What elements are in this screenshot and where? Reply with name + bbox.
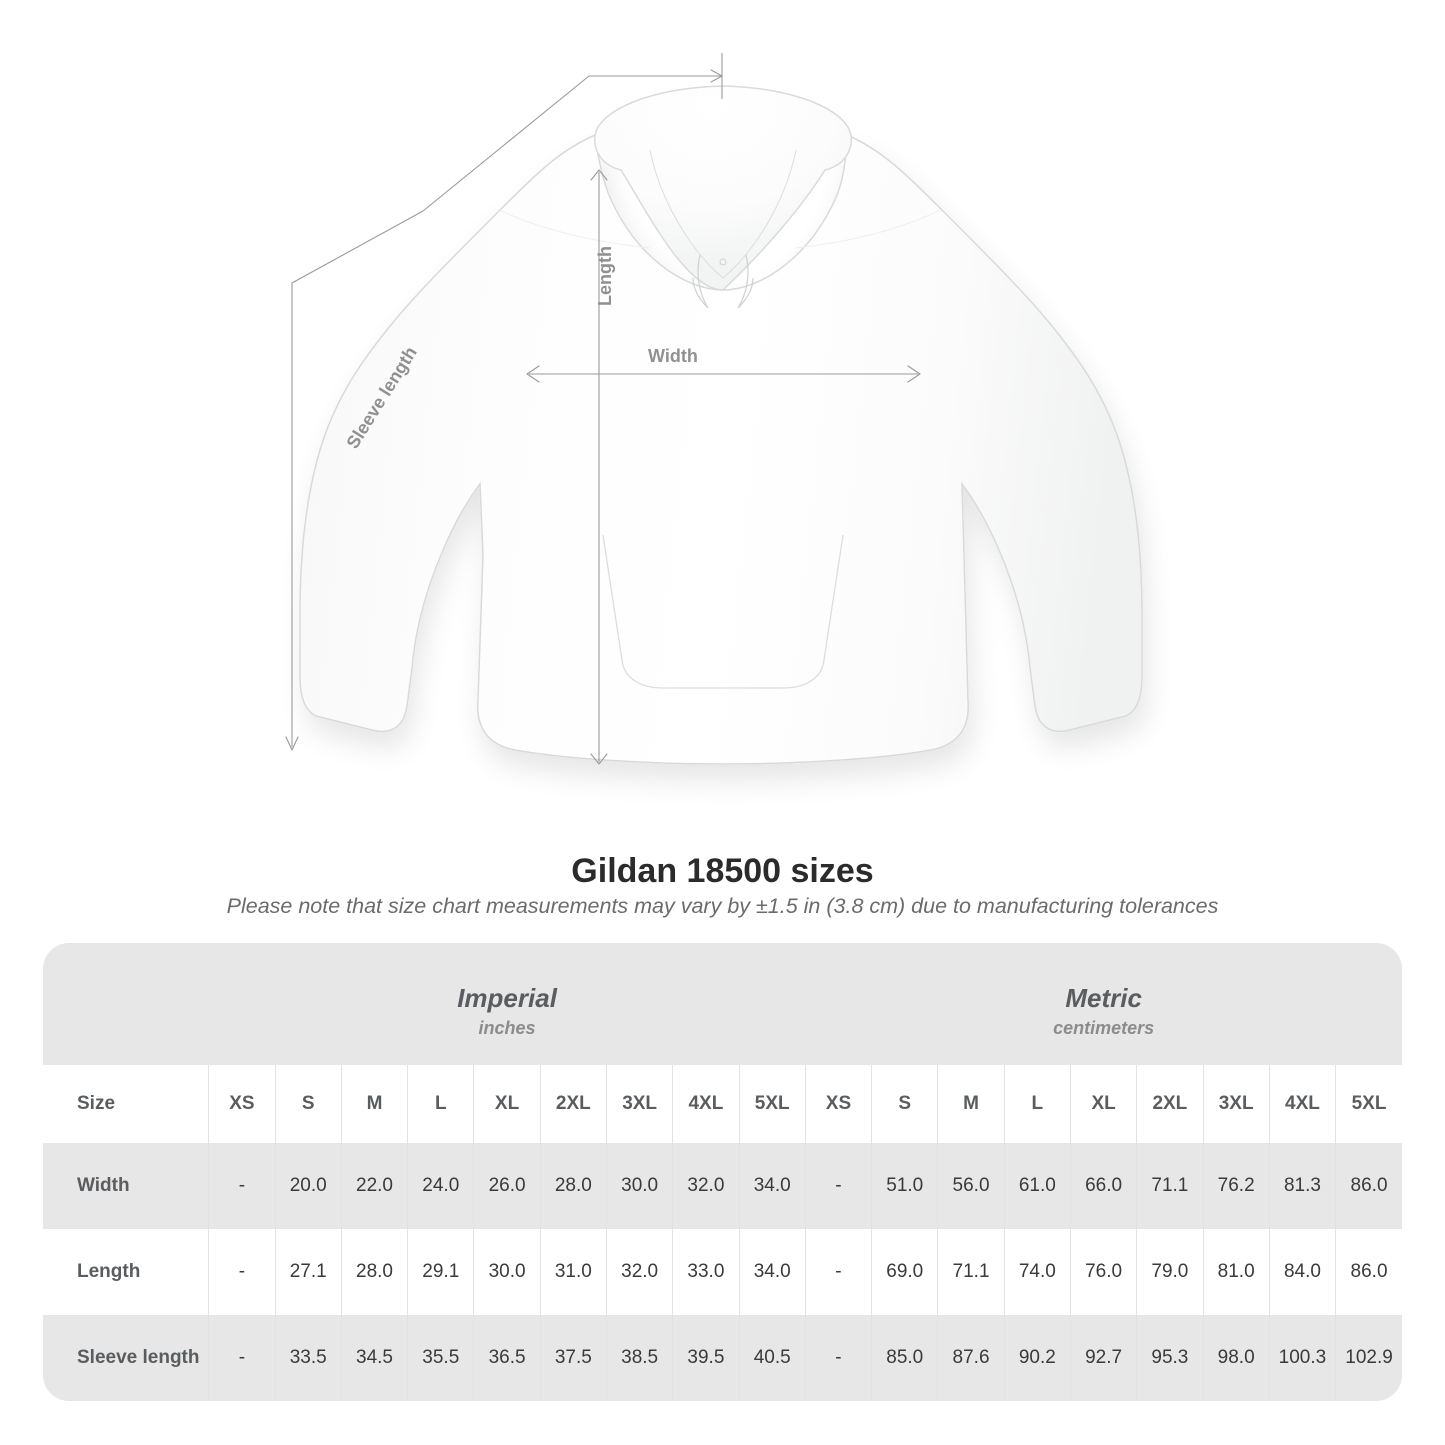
svg-text:Length: Length bbox=[595, 246, 615, 306]
svg-text:Width: Width bbox=[648, 346, 698, 366]
